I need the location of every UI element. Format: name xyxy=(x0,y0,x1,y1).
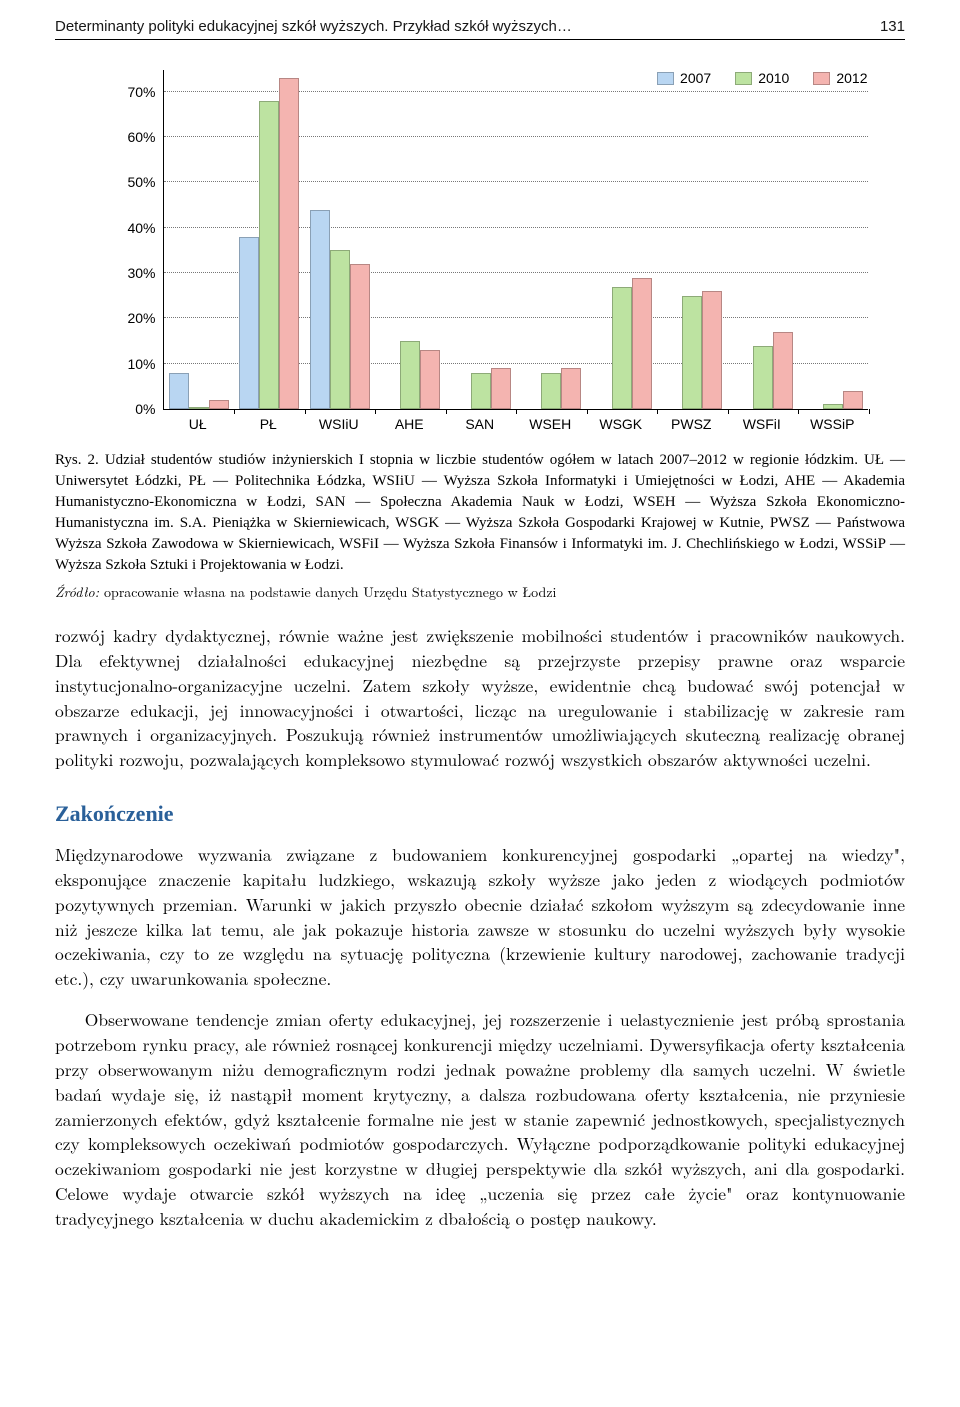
chart-x-tick-label: WSGK xyxy=(586,416,657,442)
chart-legend-label: 2007 xyxy=(680,70,711,86)
chart-x-tick-label: AHE xyxy=(374,416,445,442)
chart-plot-area: 0%10%20%30%40%50%60%70% xyxy=(163,70,868,410)
chart-y-tick-label: 30% xyxy=(127,265,163,281)
paragraph-3: Obserwowane tendencje zmian oferty eduka… xyxy=(55,1008,905,1232)
chart-x-tick-label: SAN xyxy=(445,416,516,442)
chart-x-tick-label: PŁ xyxy=(233,416,304,442)
chart-x-tick-label: WSFiI xyxy=(727,416,798,442)
chart-bar-group xyxy=(728,332,799,409)
chart-x-tick-label: WSIiU xyxy=(304,416,375,442)
chart-legend-item: 2010 xyxy=(735,70,789,86)
chart-x-tick-label: WSSiP xyxy=(797,416,868,442)
running-title: Determinanty polityki edukacyjnej szkół … xyxy=(55,18,572,35)
chart-bar-group xyxy=(375,341,446,409)
chart-y-tick-label: 70% xyxy=(127,84,163,100)
chart-bar-group xyxy=(657,291,728,409)
chart-legend: 2007 2010 2012 xyxy=(657,70,867,86)
chart-y-tick-label: 0% xyxy=(135,401,163,417)
chart-x-tick xyxy=(869,409,870,414)
chart-bar xyxy=(632,278,652,409)
chart-bar xyxy=(209,400,229,409)
chart-bar-group xyxy=(305,210,376,409)
figure-caption: Rys. 2. Udział studentów studiów inżynie… xyxy=(55,450,905,576)
chart-y-tick-label: 10% xyxy=(127,356,163,372)
chart-bar-group xyxy=(234,78,305,409)
chart-bar xyxy=(561,368,581,409)
chart-bar xyxy=(843,391,863,409)
chart-bar xyxy=(491,368,511,409)
chart-x-tick-label: WSEH xyxy=(515,416,586,442)
chart-bar-group xyxy=(798,391,869,409)
chart-bar xyxy=(471,373,491,409)
chart-bar xyxy=(239,237,259,409)
chart-x-axis: UŁPŁWSIiUAHESANWSEHWSGKPWSZWSFiIWSSiP xyxy=(163,414,868,440)
chart-legend-swatch xyxy=(657,72,674,85)
figure-label: Rys. 2. xyxy=(55,452,99,468)
chart-x-tick-label: PWSZ xyxy=(656,416,727,442)
chart-bar-group xyxy=(587,278,658,409)
chart-bar xyxy=(189,407,209,409)
chart-bar xyxy=(773,332,793,409)
chart-bar xyxy=(753,346,773,409)
chart-legend-swatch xyxy=(813,72,830,85)
chart-x-tick-label: UŁ xyxy=(163,416,234,442)
chart-bar xyxy=(823,404,843,409)
chart-bar xyxy=(169,373,189,409)
chart-legend-item: 2012 xyxy=(813,70,867,86)
chart-bar xyxy=(702,291,722,409)
source-text: opracowanie własna na podstawie danych U… xyxy=(104,582,556,602)
chart-y-tick-label: 40% xyxy=(127,220,163,236)
figure-caption-text: Udział studentów studiów inżynierskich I… xyxy=(55,452,905,573)
chart-bar xyxy=(541,373,561,409)
running-header: Determinanty polityki edukacyjnej szkół … xyxy=(55,0,905,40)
chart-bar xyxy=(400,341,420,409)
chart-bar xyxy=(682,296,702,409)
chart-legend-swatch xyxy=(735,72,752,85)
chart-bar xyxy=(310,210,330,409)
chart-legend-item: 2007 xyxy=(657,70,711,86)
chart-bar xyxy=(330,250,350,409)
chart-y-tick-label: 60% xyxy=(127,129,163,145)
figure-source: Źródło: opracowanie własna na podstawie … xyxy=(55,582,905,602)
chart-bar xyxy=(350,264,370,409)
chart-legend-label: 2012 xyxy=(836,70,867,86)
chart-bar-group xyxy=(446,368,517,409)
paragraph-2: Międzynarodowe wyzwania związane z budow… xyxy=(55,843,905,992)
chart-bar xyxy=(259,101,279,409)
figure-2: 0%10%20%30%40%50%60%70% UŁPŁWSIiUAHESANW… xyxy=(55,70,905,440)
paragraph-1: rozwój kadry dydaktycznej, równie ważne … xyxy=(55,624,905,773)
chart-bar xyxy=(612,287,632,409)
source-prefix: Źródło: xyxy=(55,582,99,602)
chart-bar-group xyxy=(516,368,587,409)
chart-bar xyxy=(279,78,299,409)
section-heading-conclusion: Zakończenie xyxy=(55,801,905,827)
chart-y-tick-label: 50% xyxy=(127,174,163,190)
chart-legend-label: 2010 xyxy=(758,70,789,86)
chart-bar xyxy=(420,350,440,409)
chart-bar-group xyxy=(164,373,235,409)
page-number: 131 xyxy=(880,18,905,35)
chart-y-tick-label: 20% xyxy=(127,310,163,326)
